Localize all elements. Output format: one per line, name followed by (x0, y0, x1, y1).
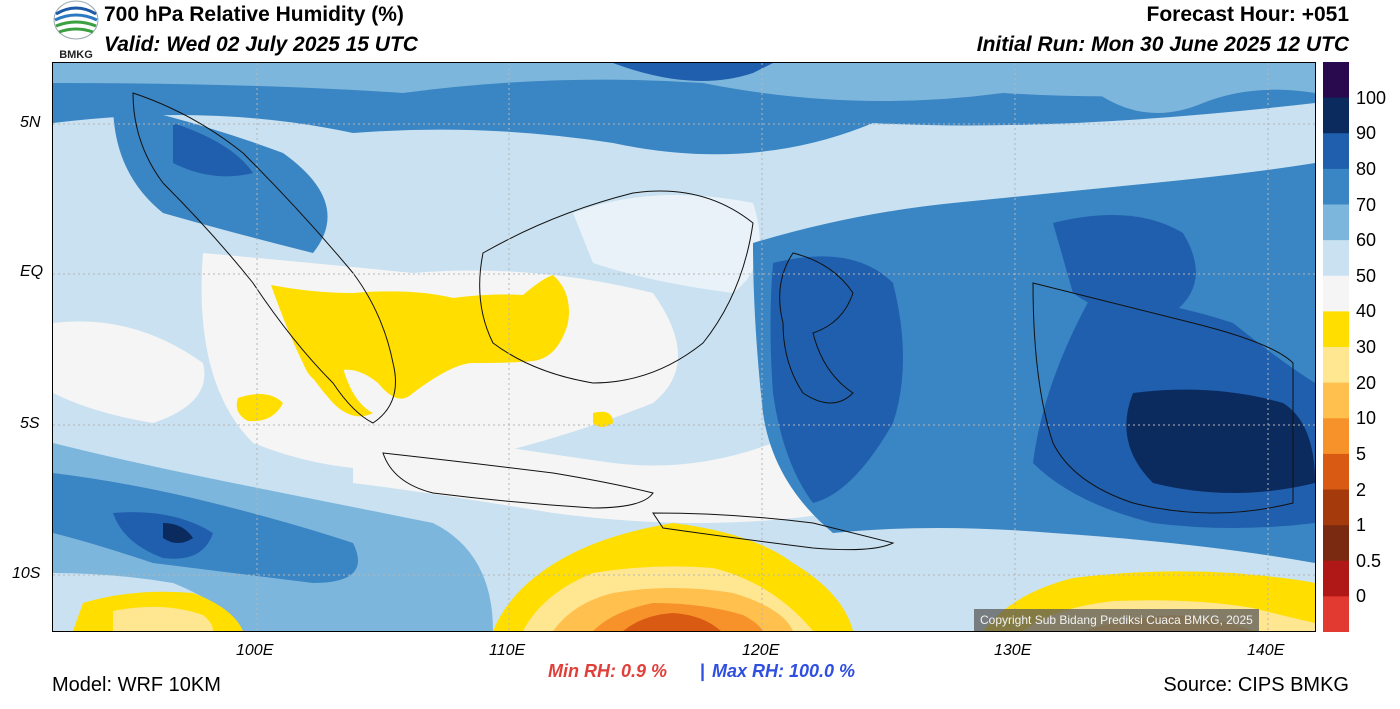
colorbar-segment (1323, 133, 1349, 170)
colorbar-segment (1323, 560, 1349, 597)
colorbar-label: 2 (1356, 479, 1367, 500)
colorbar-label: 50 (1356, 265, 1377, 286)
max-rh: Max RH: 100.0 % (712, 661, 856, 681)
lon-tick-100e: 100E (236, 642, 274, 659)
colorbar-segment (1323, 525, 1349, 562)
colorbar-segment (1323, 382, 1349, 419)
colorbar-segment (1323, 204, 1349, 241)
source-label: Source: CIPS BMKG (1163, 674, 1349, 696)
lat-tick-10s: 10S (12, 565, 41, 582)
colorbar-label: 1 (1356, 515, 1367, 536)
colorbar-segment (1323, 275, 1349, 312)
lon-tick-130e: 130E (994, 642, 1032, 659)
colorbar-label: 90 (1356, 123, 1377, 144)
colorbar-segment (1323, 596, 1349, 632)
colorbar-label: 0.5 (1356, 550, 1382, 571)
colorbar-segment (1323, 240, 1349, 277)
colorbar-segment (1323, 168, 1349, 206)
humidity-map: Copyright Sub Bidang Prediksi Cuaca BMKG… (52, 62, 1316, 632)
colorbar-label: 5 (1356, 443, 1367, 464)
copyright-notice: Copyright Sub Bidang Prediksi Cuaca BMKG… (974, 609, 1259, 631)
lon-tick-140e: 140E (1247, 642, 1285, 659)
bmkg-logo: BMKG (53, 0, 99, 60)
map-title: 700 hPa Relative Humidity (%) (104, 3, 404, 26)
colorbar-label: 30 (1356, 337, 1377, 357)
lon-tick-110e: 110E (489, 642, 526, 659)
colorbar-segment (1323, 418, 1349, 455)
colorbar-segment (1323, 347, 1349, 384)
colorbar-segment (1323, 311, 1349, 348)
min-rh: Min RH: 0.9 % (548, 661, 668, 681)
colorbar-label: 20 (1356, 372, 1377, 393)
lon-tick-120e: 120E (742, 642, 780, 659)
colorbar-label: 40 (1356, 301, 1377, 322)
colorbar-label: 80 (1356, 158, 1377, 179)
colorbar-label: 0 (1356, 586, 1367, 607)
initial-run: Initial Run: Mon 30 June 2025 12 UTC (976, 33, 1349, 56)
colorbar-label: 100 (1356, 87, 1387, 108)
colorbar (1323, 62, 1349, 632)
lat-tick-eq: EQ (20, 263, 44, 280)
colorbar-segment (1323, 489, 1349, 526)
colorbar-segment (1323, 62, 1349, 99)
valid-time: Valid: Wed 02 July 2025 15 UTC (104, 33, 418, 56)
lat-tick-5s: 5S (20, 415, 40, 432)
model-label: Model: WRF 10KM (52, 674, 221, 696)
forecast-hour: Forecast Hour: +051 (1146, 3, 1350, 26)
lat-tick-5n: 5N (20, 114, 41, 131)
svg-text:BMKG: BMKG (59, 49, 93, 60)
colorbar-label: 70 (1356, 194, 1377, 215)
rh-separator: | (700, 661, 706, 681)
colorbar-segment (1323, 97, 1349, 134)
colorbar-label: 60 (1356, 230, 1377, 251)
colorbar-label: 10 (1356, 408, 1377, 429)
colorbar-segment (1323, 453, 1349, 491)
